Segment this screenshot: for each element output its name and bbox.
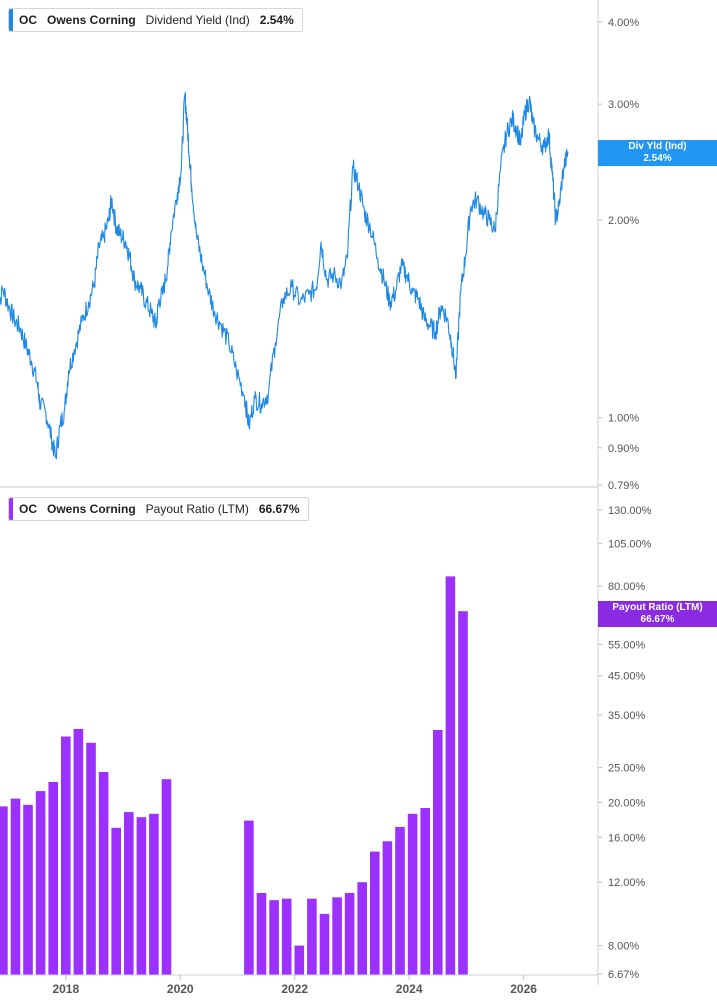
payout-bar[interactable] (420, 808, 430, 975)
payout-bar[interactable] (161, 779, 172, 975)
legend-metric: Payout Ratio (LTM) (145, 502, 249, 516)
payout-bar[interactable] (124, 812, 134, 975)
payout-value-tag: Payout Ratio (LTM) 66.67% (598, 601, 717, 627)
yield-line[interactable] (0, 91, 569, 460)
payout-bar[interactable] (86, 742, 96, 975)
payout-bar[interactable] (73, 729, 84, 975)
payout-legend[interactable]: OC Owens Corning Payout Ratio (LTM) 66.6… (8, 497, 309, 521)
payout-axis-tick-label: 25.00% (608, 763, 646, 775)
x-tick-label: 2020 (167, 982, 194, 996)
payout-series[interactable] (0, 576, 468, 975)
payout-axis-tick-label: 12.00% (608, 877, 646, 889)
payout-bar[interactable] (61, 736, 71, 976)
payout-axis-tick-label: 105.00% (608, 538, 652, 550)
legend-ticker: OC (19, 502, 37, 516)
payout-axis-tick-label: 130.00% (608, 505, 652, 517)
yield-value-tag: Div Yld (Ind) 2.54% (598, 140, 717, 166)
payout-axis-tick-label: 20.00% (608, 797, 646, 809)
payout-axis-tick-label: 55.00% (608, 639, 646, 651)
payout-bar[interactable] (319, 913, 330, 975)
yield-legend[interactable]: OC Owens Corning Dividend Yield (Ind) 2.… (8, 8, 303, 32)
payout-axis-tick-label: 35.00% (608, 710, 646, 722)
payout-bar[interactable] (111, 827, 121, 975)
payout-bar[interactable] (307, 898, 317, 975)
yield-axis-tick-label: 4.00% (608, 17, 639, 29)
payout-bar[interactable] (433, 730, 443, 975)
payout-bar[interactable] (294, 945, 305, 975)
yield-axis-tick-label: 2.00% (608, 215, 639, 227)
payout-bar[interactable] (395, 826, 405, 975)
payout-tag-value: 66.67% (640, 614, 675, 625)
payout-bar[interactable] (344, 893, 355, 975)
payout-bar[interactable] (98, 772, 109, 975)
payout-bar[interactable] (136, 817, 147, 975)
payout-axis-tick-label: 45.00% (608, 671, 646, 683)
yield-axis-tick-label: 3.00% (608, 99, 639, 111)
payout-bar[interactable] (407, 813, 418, 975)
payout-axis-tick-label: 16.00% (608, 832, 646, 844)
payout-bar[interactable] (332, 897, 342, 975)
legend-value: 66.67% (258, 502, 300, 516)
payout-bar[interactable] (382, 841, 393, 975)
payout-bar[interactable] (269, 900, 279, 975)
x-tick-label: 2022 (281, 982, 308, 996)
payout-axis-tick-label: 6.67% (608, 969, 639, 981)
yield-tag-label: Div Yld (Ind) (628, 141, 687, 152)
yield-legend-swatch (9, 9, 13, 31)
payout-bar[interactable] (149, 813, 159, 975)
payout-bar[interactable] (48, 782, 58, 975)
yield-axis-tick-label: 1.00% (608, 413, 639, 425)
payout-axis-tick-label: 80.00% (608, 581, 646, 593)
yield-axis-tick-label: 0.79% (608, 480, 639, 492)
payout-bar[interactable] (281, 898, 292, 975)
legend-ticker: OC (19, 13, 37, 27)
x-axis: 2018 2020 2022 2024 2026 (52, 975, 537, 996)
payout-pane: 130.00% 105.00% 80.00% 55.00% 45.00% 35.00% 25… (0, 505, 652, 981)
yield-tag-value: 2.54% (643, 153, 672, 164)
payout-bar[interactable] (458, 611, 468, 975)
x-tick-label: 2026 (510, 982, 537, 996)
yield-series[interactable] (0, 91, 569, 460)
payout-legend-swatch (9, 498, 13, 520)
x-tick-label: 2018 (52, 982, 79, 996)
legend-company: Owens Corning (47, 13, 136, 27)
payout-axis-tick-label: 8.00% (608, 941, 639, 953)
payout-bar[interactable] (256, 893, 267, 975)
payout-bar[interactable] (445, 576, 456, 975)
x-tick-label: 2024 (396, 982, 423, 996)
payout-bar[interactable] (35, 791, 46, 975)
payout-bar[interactable] (357, 882, 367, 975)
legend-value: 2.54% (259, 13, 294, 27)
payout-bar[interactable] (370, 851, 380, 975)
payout-bar[interactable] (10, 798, 21, 975)
yield-pane: 4.00% 3.00% 2.00% 1.00% 0.90% 0.79% (0, 17, 639, 492)
legend-company: Owens Corning (47, 502, 136, 516)
payout-bar[interactable] (0, 806, 8, 975)
yield-axis-tick-label: 0.90% (608, 443, 639, 455)
yield-axis: 4.00% 3.00% 2.00% 1.00% 0.90% 0.79% (598, 17, 639, 492)
legend-metric: Dividend Yield (Ind) (145, 13, 250, 27)
payout-bar[interactable] (244, 820, 254, 975)
payout-axis: 130.00% 105.00% 80.00% 55.00% 45.00% 35.00% 25… (598, 505, 652, 981)
payout-tag-label: Payout Ratio (LTM) (612, 602, 703, 613)
payout-bar[interactable] (23, 804, 33, 975)
